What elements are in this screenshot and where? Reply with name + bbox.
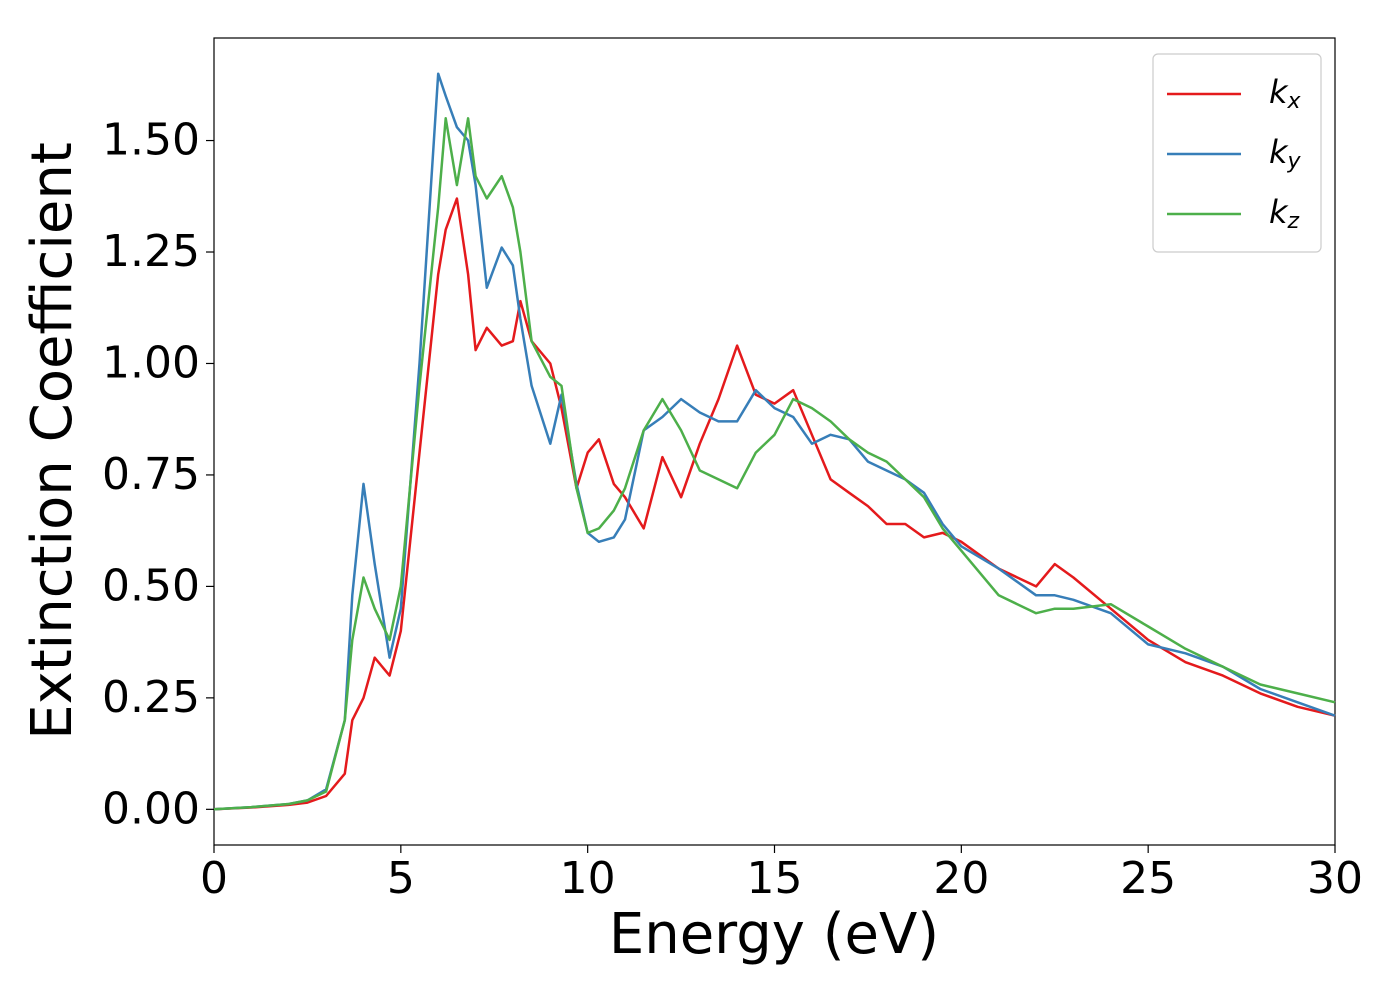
- x-tick-label: 5: [387, 853, 415, 904]
- x-tick-label: 25: [1120, 853, 1176, 904]
- legend-label-base: k: [1269, 193, 1289, 231]
- y-tick-label: 0.00: [102, 783, 200, 834]
- x-axis-label: Energy (eV): [609, 902, 939, 967]
- x-tick-label: 15: [747, 853, 803, 904]
- legend-label-base: k: [1269, 133, 1289, 171]
- legend-label-sub: z: [1287, 209, 1300, 234]
- x-tick-label: 30: [1307, 853, 1363, 904]
- legend-label: kz: [1269, 193, 1300, 234]
- series-line: [213, 72, 1336, 811]
- y-tick-label: 0.50: [102, 560, 200, 611]
- legend-label: kx: [1269, 73, 1302, 114]
- legend-label-base: k: [1269, 73, 1289, 111]
- legend-label-sub: y: [1287, 149, 1302, 174]
- y-tick-label: 0.25: [102, 672, 200, 723]
- series-line: [213, 197, 1336, 811]
- x-tick-label: 20: [933, 853, 989, 904]
- y-tick-label: 1.50: [102, 115, 200, 166]
- x-tick-label: 10: [560, 853, 616, 904]
- legend-label: ky: [1269, 133, 1302, 174]
- x-tick-label: 0: [200, 853, 228, 904]
- y-tick-label: 1.25: [102, 226, 200, 277]
- y-tick-label: 0.75: [102, 449, 200, 500]
- y-tick-label: 1.00: [102, 337, 200, 388]
- series-line: [213, 117, 1336, 811]
- legend-label-sub: x: [1287, 89, 1302, 114]
- y-axis-label: Extinction Coefficient: [20, 142, 85, 740]
